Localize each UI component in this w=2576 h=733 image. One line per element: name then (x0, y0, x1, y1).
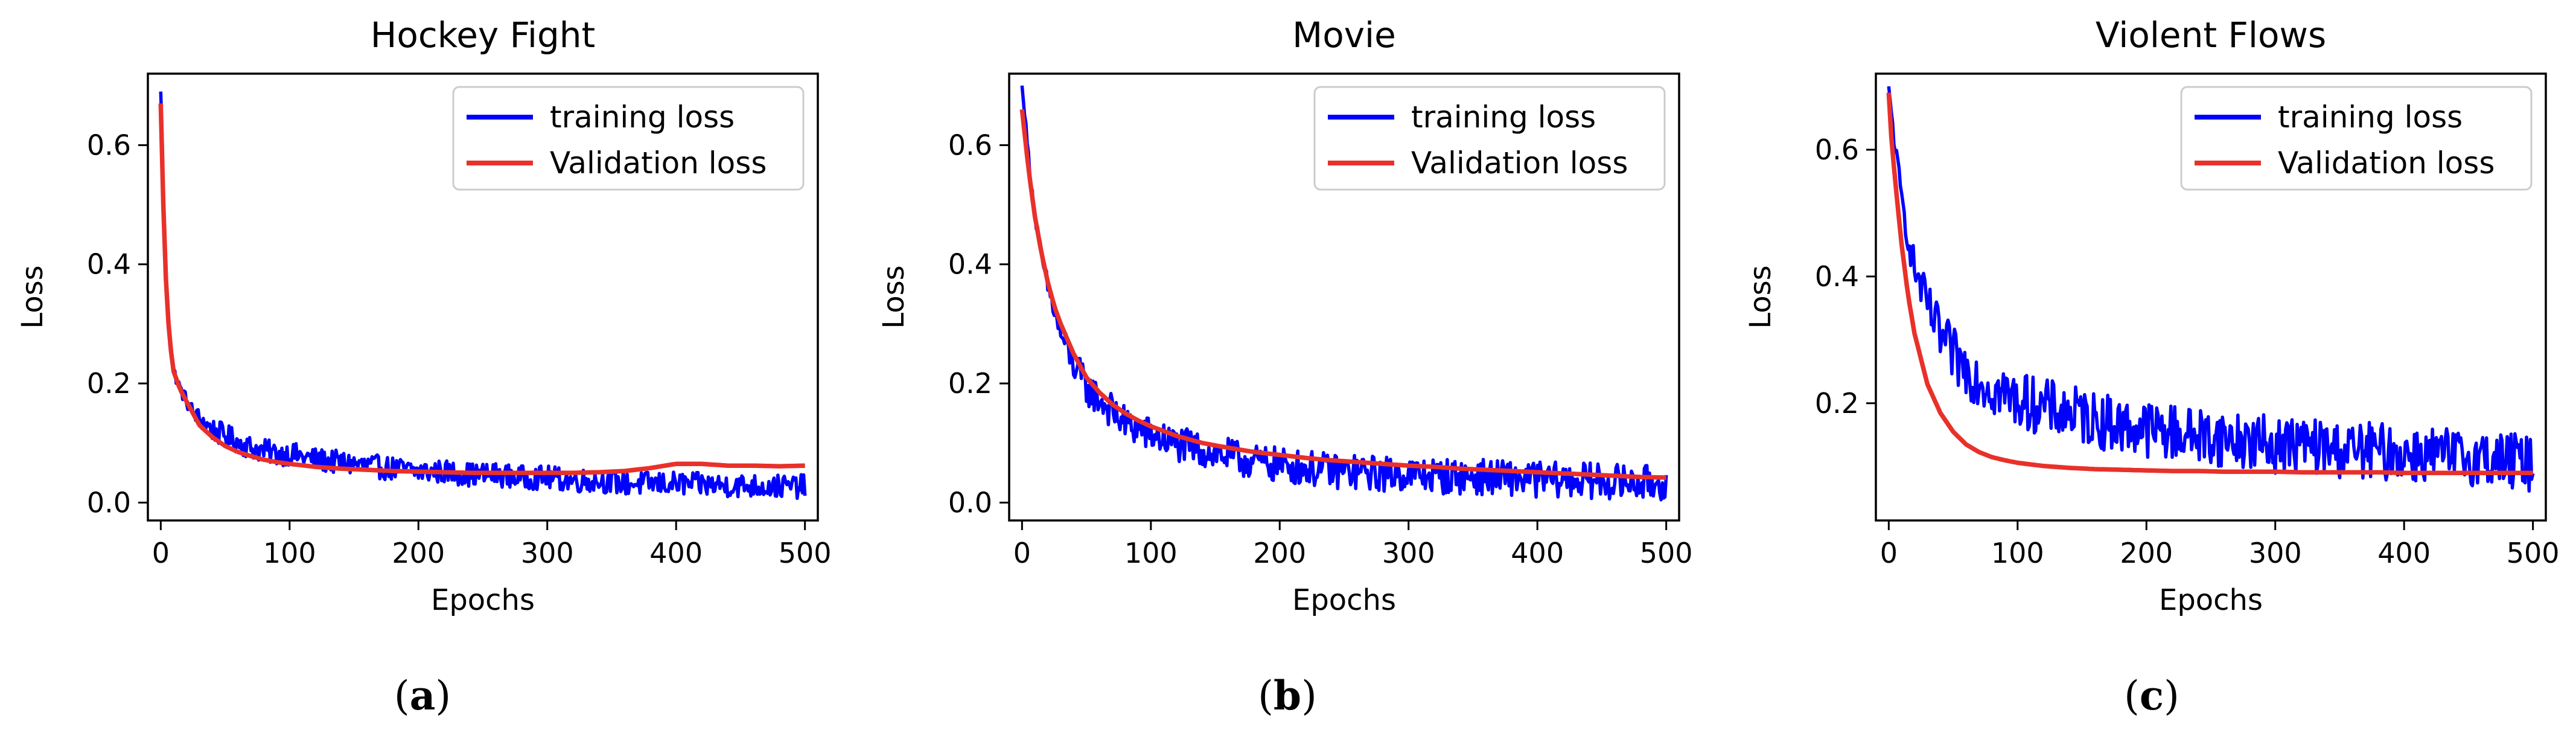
legend-label: training loss (2278, 100, 2463, 135)
plot-frame (1875, 72, 2547, 522)
x-tick-label: 400 (1511, 537, 1564, 569)
legend-label: Validation loss (2278, 146, 2495, 181)
series-line-training (1887, 86, 2535, 493)
subfigure-letter: a (410, 672, 436, 719)
y-tick-label: 0.4 (87, 248, 131, 281)
y-tick-label: 0.6 (948, 129, 992, 161)
legend-box (1313, 86, 1666, 191)
legend-label: training loss (1411, 100, 1596, 135)
subfigure-letter: c (2140, 672, 2164, 719)
y-axis-label: Loss (877, 265, 911, 328)
chart-panel-c: Violent Flows 0 100 200 300 400 500 0.2 0.4 0.6 Ep… (1744, 14, 2560, 719)
subfigure-letter: b (1274, 672, 1301, 719)
chart-title: Movie (1292, 14, 1396, 56)
legend: training loss Validation loss (2180, 86, 2533, 191)
series-line-validation (158, 103, 805, 475)
y-axis-label: Loss (1744, 265, 1777, 328)
x-tick-label: 0 (152, 537, 170, 569)
legend-label: training loss (550, 100, 735, 135)
subfigure-caption: (b) (1258, 672, 1317, 719)
legend-label: Validation loss (550, 146, 767, 181)
y-tick-label: 0.2 (1815, 387, 1859, 420)
legend-label: Validation loss (1411, 146, 1628, 181)
x-tick-label: 100 (263, 537, 316, 569)
y-tick-label: 0.4 (1815, 260, 1859, 293)
y-axis-label: Loss (16, 265, 49, 328)
y-tick-label: 0.6 (1815, 133, 1859, 166)
x-tick-label: 500 (1640, 537, 1693, 569)
y-tick-label: 0.0 (948, 486, 992, 519)
series-line-validation (1019, 109, 1666, 480)
y-tick-label: 0.2 (948, 367, 992, 400)
series-line-training (1020, 85, 1668, 502)
x-tick-label: 0 (1880, 537, 1898, 569)
plot-frame (1008, 72, 1680, 522)
x-axis-label: Epochs (1292, 583, 1396, 617)
subfigure-caption: (c) (2124, 672, 2179, 719)
y-tick-label: 0.4 (948, 248, 992, 281)
x-axis-label: Epochs (431, 583, 535, 617)
x-tick-label: 300 (1382, 537, 1435, 569)
chart-title: Violent Flows (2096, 14, 2326, 56)
plot-frame (147, 72, 819, 522)
x-tick-label: 100 (1124, 537, 1178, 569)
x-axis-label: Epochs (2159, 583, 2263, 617)
series-line-validation (1886, 92, 2533, 476)
x-tick-label: 400 (2377, 537, 2431, 569)
series-line-training (159, 91, 807, 501)
chart-title: Hockey Fight (371, 14, 596, 56)
y-tick-label: 0.0 (87, 486, 131, 519)
x-tick-label: 300 (2249, 537, 2302, 569)
y-tick-label: 0.2 (87, 367, 131, 400)
subfigure-caption: (a) (394, 672, 451, 719)
x-tick-label: 400 (649, 537, 703, 569)
chart-panel-a: Hockey Fight 0 100 200 300 400 500 0.0 0.2 0.4 0.6… (16, 14, 832, 719)
x-tick-label: 0 (1013, 537, 1031, 569)
legend: training loss Validation loss (1313, 86, 1666, 191)
y-tick-label: 0.6 (87, 129, 131, 161)
x-tick-label: 200 (1253, 537, 1306, 569)
legend-box (2180, 86, 2533, 191)
chart-panel-b: Movie 0 100 200 300 400 500 0.0 0.2 0.4 0.6 Epochs L… (877, 14, 1693, 719)
x-tick-label: 300 (521, 537, 574, 569)
x-tick-label: 100 (1991, 537, 2044, 569)
x-tick-label: 500 (779, 537, 832, 569)
x-tick-label: 200 (392, 537, 445, 569)
x-tick-label: 500 (2507, 537, 2560, 569)
legend-box (452, 86, 805, 191)
legend: training loss Validation loss (452, 86, 805, 191)
x-tick-label: 200 (2120, 537, 2173, 569)
